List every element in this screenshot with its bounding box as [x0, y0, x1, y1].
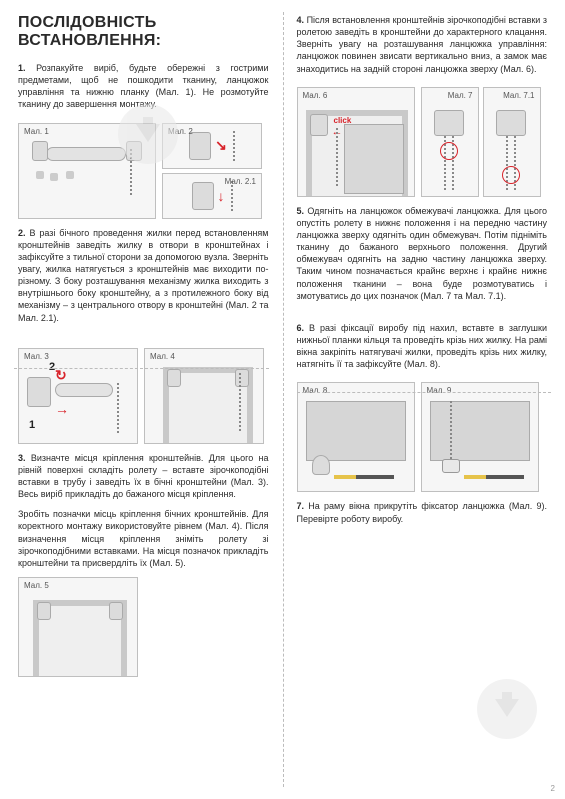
- fig2-label: Мал. 2: [168, 127, 193, 136]
- step-1-text: Розпакуйте виріб, будьте обережні з гост…: [18, 63, 269, 109]
- fig-row-1-2: Мал. 1 Мал. 2 ↘: [18, 123, 269, 219]
- figure-7-1: Мал. 7.1: [483, 87, 541, 197]
- step-6: 6. В разі фіксації виробу під нахил, вст…: [297, 322, 548, 371]
- fig-row-3-4: Мал. 3 ↻ → 1 2 Мал. 4: [18, 348, 269, 444]
- step-6-text: В разі фіксації виробу під нахил, вставт…: [297, 323, 548, 369]
- figure-1: Мал. 1: [18, 123, 156, 219]
- vertical-divider: [283, 12, 284, 787]
- page-title: ПОСЛІДОВНІСТЬ ВСТАНОВЛЕННЯ:: [18, 14, 269, 50]
- arrow-icon: ↻: [55, 367, 67, 384]
- right-column: 4. Після встановлення кронштейнів зірочк…: [283, 0, 565, 799]
- fig4-label: Мал. 4: [150, 352, 175, 361]
- figure-8: Мал. 8: [297, 382, 415, 492]
- step-1-num: 1.: [18, 63, 26, 73]
- fig21-label: Мал. 2.1: [225, 177, 256, 186]
- fig6-label: Мал. 6: [303, 91, 328, 100]
- fig-row-8-9: Мал. 8 Мал. 9: [297, 382, 548, 492]
- fig-row-6-7: Мал. 6 click ← Мал. 7 Мал. 7.1: [297, 87, 548, 197]
- step-6-num: 6.: [297, 323, 305, 333]
- fig7-label: Мал. 7: [448, 91, 473, 100]
- screwdriver-icon: [464, 475, 524, 479]
- fig71-label: Мал. 7.1: [503, 91, 534, 100]
- figure-9: Мал. 9: [421, 382, 539, 492]
- step-3-num: 3.: [18, 453, 26, 463]
- page-number: 2: [551, 784, 555, 793]
- step-4-text: Після встановлення кронштейнів зірочкопо…: [297, 15, 548, 74]
- step-3b: Зробіть позначки місць кріплення бічних …: [18, 508, 269, 569]
- arrow-icon: →: [55, 401, 69, 417]
- figure-7: Мал. 7: [421, 87, 479, 197]
- step-1: 1. Розпакуйте виріб, будьте обережні з г…: [18, 62, 269, 111]
- figure-2: Мал. 2 ↘: [162, 123, 262, 169]
- callout-1: 1: [29, 419, 35, 431]
- callout-2: 2: [49, 361, 55, 373]
- fig1-label: Мал. 1: [24, 127, 49, 136]
- step-3-text-b: Зробіть позначки місць кріплення бічних …: [18, 509, 269, 568]
- figure-6: Мал. 6 click ←: [297, 87, 415, 197]
- fig9-label: Мал. 9: [427, 386, 452, 395]
- arrow-icon: ↓: [218, 188, 225, 204]
- step-7-num: 7.: [297, 501, 305, 511]
- left-column: ПОСЛІДОВНІСТЬ ВСТАНОВЛЕННЯ: 1. Розпакуйт…: [0, 0, 283, 799]
- step-7-text: На раму вікна прикрутіть фіксатор ланцюж…: [297, 501, 548, 523]
- step-4: 4. Після встановлення кронштейнів зірочк…: [297, 14, 548, 75]
- step-5-text: Одягніть на ланцюжок обмежувачі ланцюжка…: [297, 206, 548, 301]
- right-horizontal-divider: [297, 392, 552, 393]
- step-4-num: 4.: [297, 15, 305, 25]
- figure-2-1: Мал. 2.1 ↓: [162, 173, 262, 219]
- fig3-label: Мал. 3: [24, 352, 49, 361]
- step-5-num: 5.: [297, 206, 305, 216]
- step-7: 7. На раму вікна прикрутіть фіксатор лан…: [297, 500, 548, 524]
- arrow-icon: ↘: [215, 137, 227, 154]
- step-3a: 3. Визначте місця кріплення кронштейнів.…: [18, 452, 269, 501]
- step-5: 5. Одягніть на ланцюжок обмежувачі ланцю…: [297, 205, 548, 302]
- fig8-label: Мал. 8: [303, 386, 328, 395]
- figure-5: Мал. 5: [18, 577, 138, 677]
- step-3-text-a: Визначте місця кріплення кронштейнів. Дл…: [18, 453, 269, 499]
- figure-4: Мал. 4: [144, 348, 264, 444]
- step-2: 2. В разі бічного проведення жилки перед…: [18, 227, 269, 324]
- left-horizontal-divider: [14, 368, 269, 369]
- figure-3: Мал. 3 ↻ → 1 2: [18, 348, 138, 444]
- fig5-label: Мал. 5: [24, 581, 49, 590]
- step-2-text: В разі бічного проведення жилки перед вс…: [18, 228, 269, 323]
- screwdriver-icon: [334, 475, 394, 479]
- step-2-num: 2.: [18, 228, 26, 238]
